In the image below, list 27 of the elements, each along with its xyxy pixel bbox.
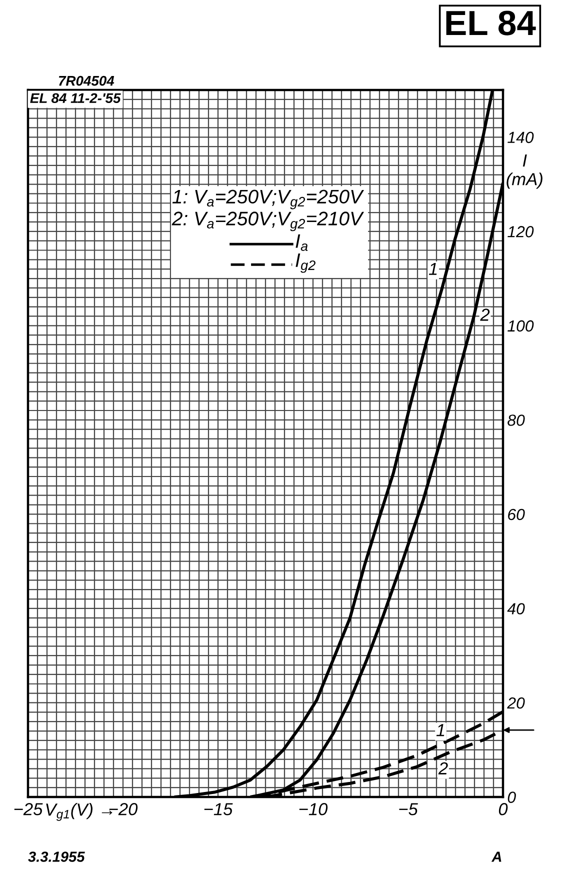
annotation: EL 84 11-2-'55	[30, 93, 121, 104]
x-tick-label: −15	[204, 803, 233, 816]
y-tick-label: 0	[508, 792, 516, 803]
y-tick-label: 140	[508, 132, 534, 144]
text: 7R04504	[58, 76, 114, 86]
chart-title: EL 84	[446, 10, 536, 36]
annotation: 2: V$_{a}$=250V;V$_{g2}$=210V	[172, 212, 364, 232]
x-tick-label: 0	[498, 803, 508, 816]
series-label: 2	[438, 762, 448, 774]
y-tick-label: 100	[508, 320, 534, 332]
annotation: I$_{g2}$	[296, 253, 316, 273]
series-label: 1	[428, 262, 437, 275]
y-tick-label: 60	[508, 508, 525, 520]
annotation: I$_{a}$	[296, 234, 308, 251]
x-tick-label: −25	[14, 803, 43, 816]
series-label: 2	[480, 308, 490, 321]
annotation: 1: V$_{a}$=250V;V$_{g2}$=250V	[172, 190, 364, 210]
text: 3.3.1955	[28, 852, 85, 862]
y-tick-label: 40	[507, 603, 525, 614]
text: A	[491, 852, 502, 862]
series-label: 1	[436, 724, 444, 736]
y-tick-label: 20	[507, 697, 525, 709]
x-tick-label: −5	[399, 803, 418, 816]
y-tick-label: 80	[508, 414, 525, 426]
y-axis-title: I (mA)	[506, 154, 542, 189]
x-tick-label: −10	[299, 803, 328, 816]
y-tick-label: 120	[508, 226, 534, 238]
